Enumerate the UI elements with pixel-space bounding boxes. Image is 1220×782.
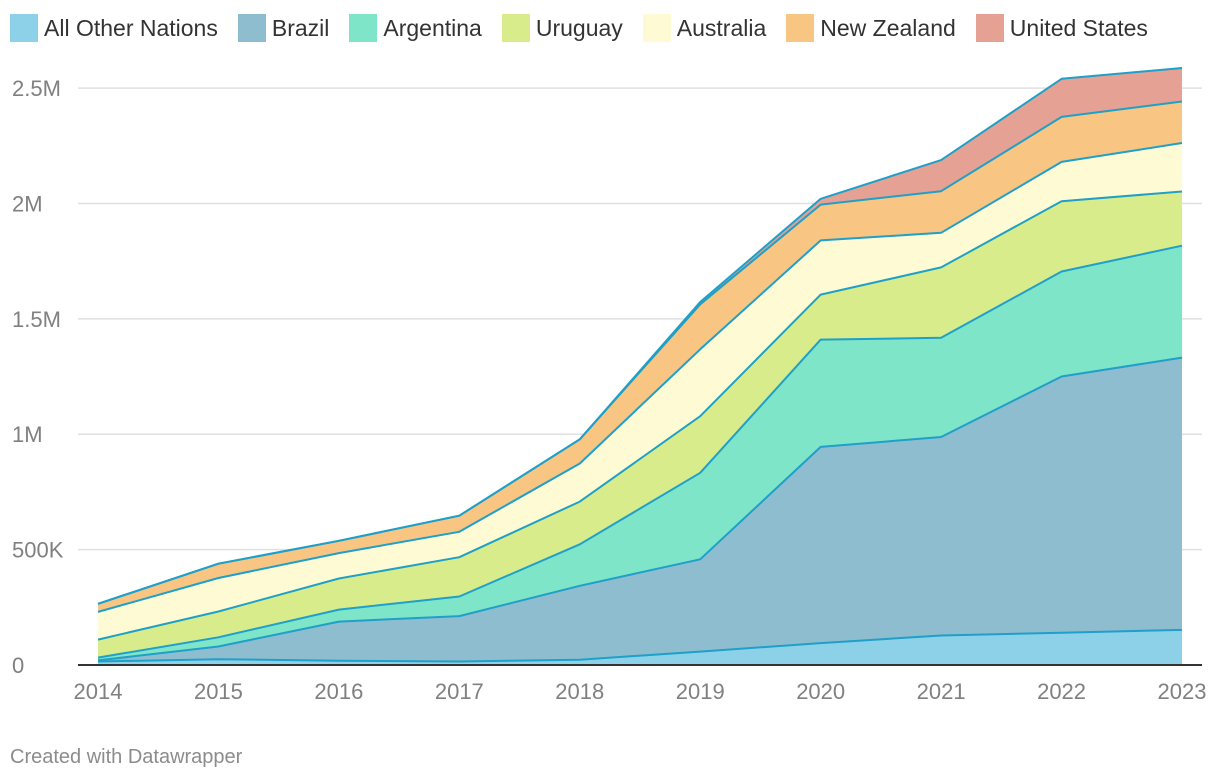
x-tick-label: 2015 bbox=[194, 679, 243, 704]
y-tick-label: 2.5M bbox=[12, 76, 61, 101]
x-tick-label: 2014 bbox=[74, 679, 123, 704]
area-series bbox=[98, 68, 1182, 665]
legend-swatch bbox=[975, 14, 1004, 42]
legend-label: Brazil bbox=[271, 14, 330, 41]
axes: 0 500K 1M 1.5M 2M 2.5M 2014 2015 2016 2017 2018 201… bbox=[12, 76, 1206, 704]
legend-swatch bbox=[349, 14, 378, 42]
legend-label: Uruguay bbox=[535, 14, 623, 41]
legend-item: Uruguay bbox=[501, 14, 623, 42]
line-australia bbox=[97, 142, 1183, 613]
legend-label: All Other Nations bbox=[44, 14, 218, 41]
x-tick-label: 2023 bbox=[1158, 679, 1207, 704]
legend-item: United States bbox=[975, 14, 1148, 42]
legend-swatch bbox=[642, 14, 671, 42]
legend: All Other Nations Brazil Argentina Uruguay A… bbox=[10, 12, 1168, 44]
area-uruguay bbox=[98, 191, 1182, 658]
legend-item: All Other Nations bbox=[10, 14, 218, 42]
area-argentina bbox=[98, 245, 1182, 661]
area-new-zealand bbox=[98, 101, 1182, 612]
area-australia bbox=[98, 143, 1182, 640]
area-all-other-nations bbox=[98, 629, 1182, 665]
y-tick-label: 500K bbox=[12, 538, 64, 563]
legend-item: Brazil bbox=[237, 14, 330, 42]
x-tick-label: 2017 bbox=[435, 679, 484, 704]
legend-swatch bbox=[501, 14, 530, 42]
x-tick-label: 2021 bbox=[917, 679, 966, 704]
legend-swatch bbox=[10, 14, 38, 42]
line-argentina bbox=[97, 244, 1183, 659]
x-tick-label: 2022 bbox=[1037, 679, 1086, 704]
legend-label: United States bbox=[1009, 14, 1148, 41]
series-lines bbox=[97, 67, 1183, 663]
x-tick-label: 2018 bbox=[555, 679, 604, 704]
legend-swatch bbox=[786, 14, 815, 42]
x-tick-label: 2019 bbox=[676, 679, 725, 704]
legend-item: Australia bbox=[642, 14, 767, 42]
legend-item: New Zealand bbox=[786, 14, 956, 42]
x-tick-label: 2016 bbox=[314, 679, 363, 704]
y-tick-label: 1M bbox=[12, 422, 43, 447]
line-brazil bbox=[97, 356, 1183, 662]
y-tick-label: 0 bbox=[12, 653, 24, 678]
y-tick-label: 1.5M bbox=[12, 307, 61, 332]
legend-item: Argentina bbox=[349, 14, 482, 42]
credit-text: Created with Datawrapper bbox=[10, 746, 243, 768]
line-all-other-nations bbox=[97, 628, 1183, 663]
area-brazil bbox=[98, 357, 1182, 662]
legend-label: Argentina bbox=[383, 14, 482, 41]
y-tick-label: 2M bbox=[12, 191, 43, 216]
line-united-states bbox=[97, 67, 1183, 605]
x-tick-label: 2020 bbox=[796, 679, 845, 704]
line-uruguay bbox=[97, 190, 1183, 641]
legend-swatch bbox=[237, 14, 266, 42]
legend-label: Australia bbox=[676, 14, 767, 41]
legend-label: New Zealand bbox=[820, 14, 956, 41]
